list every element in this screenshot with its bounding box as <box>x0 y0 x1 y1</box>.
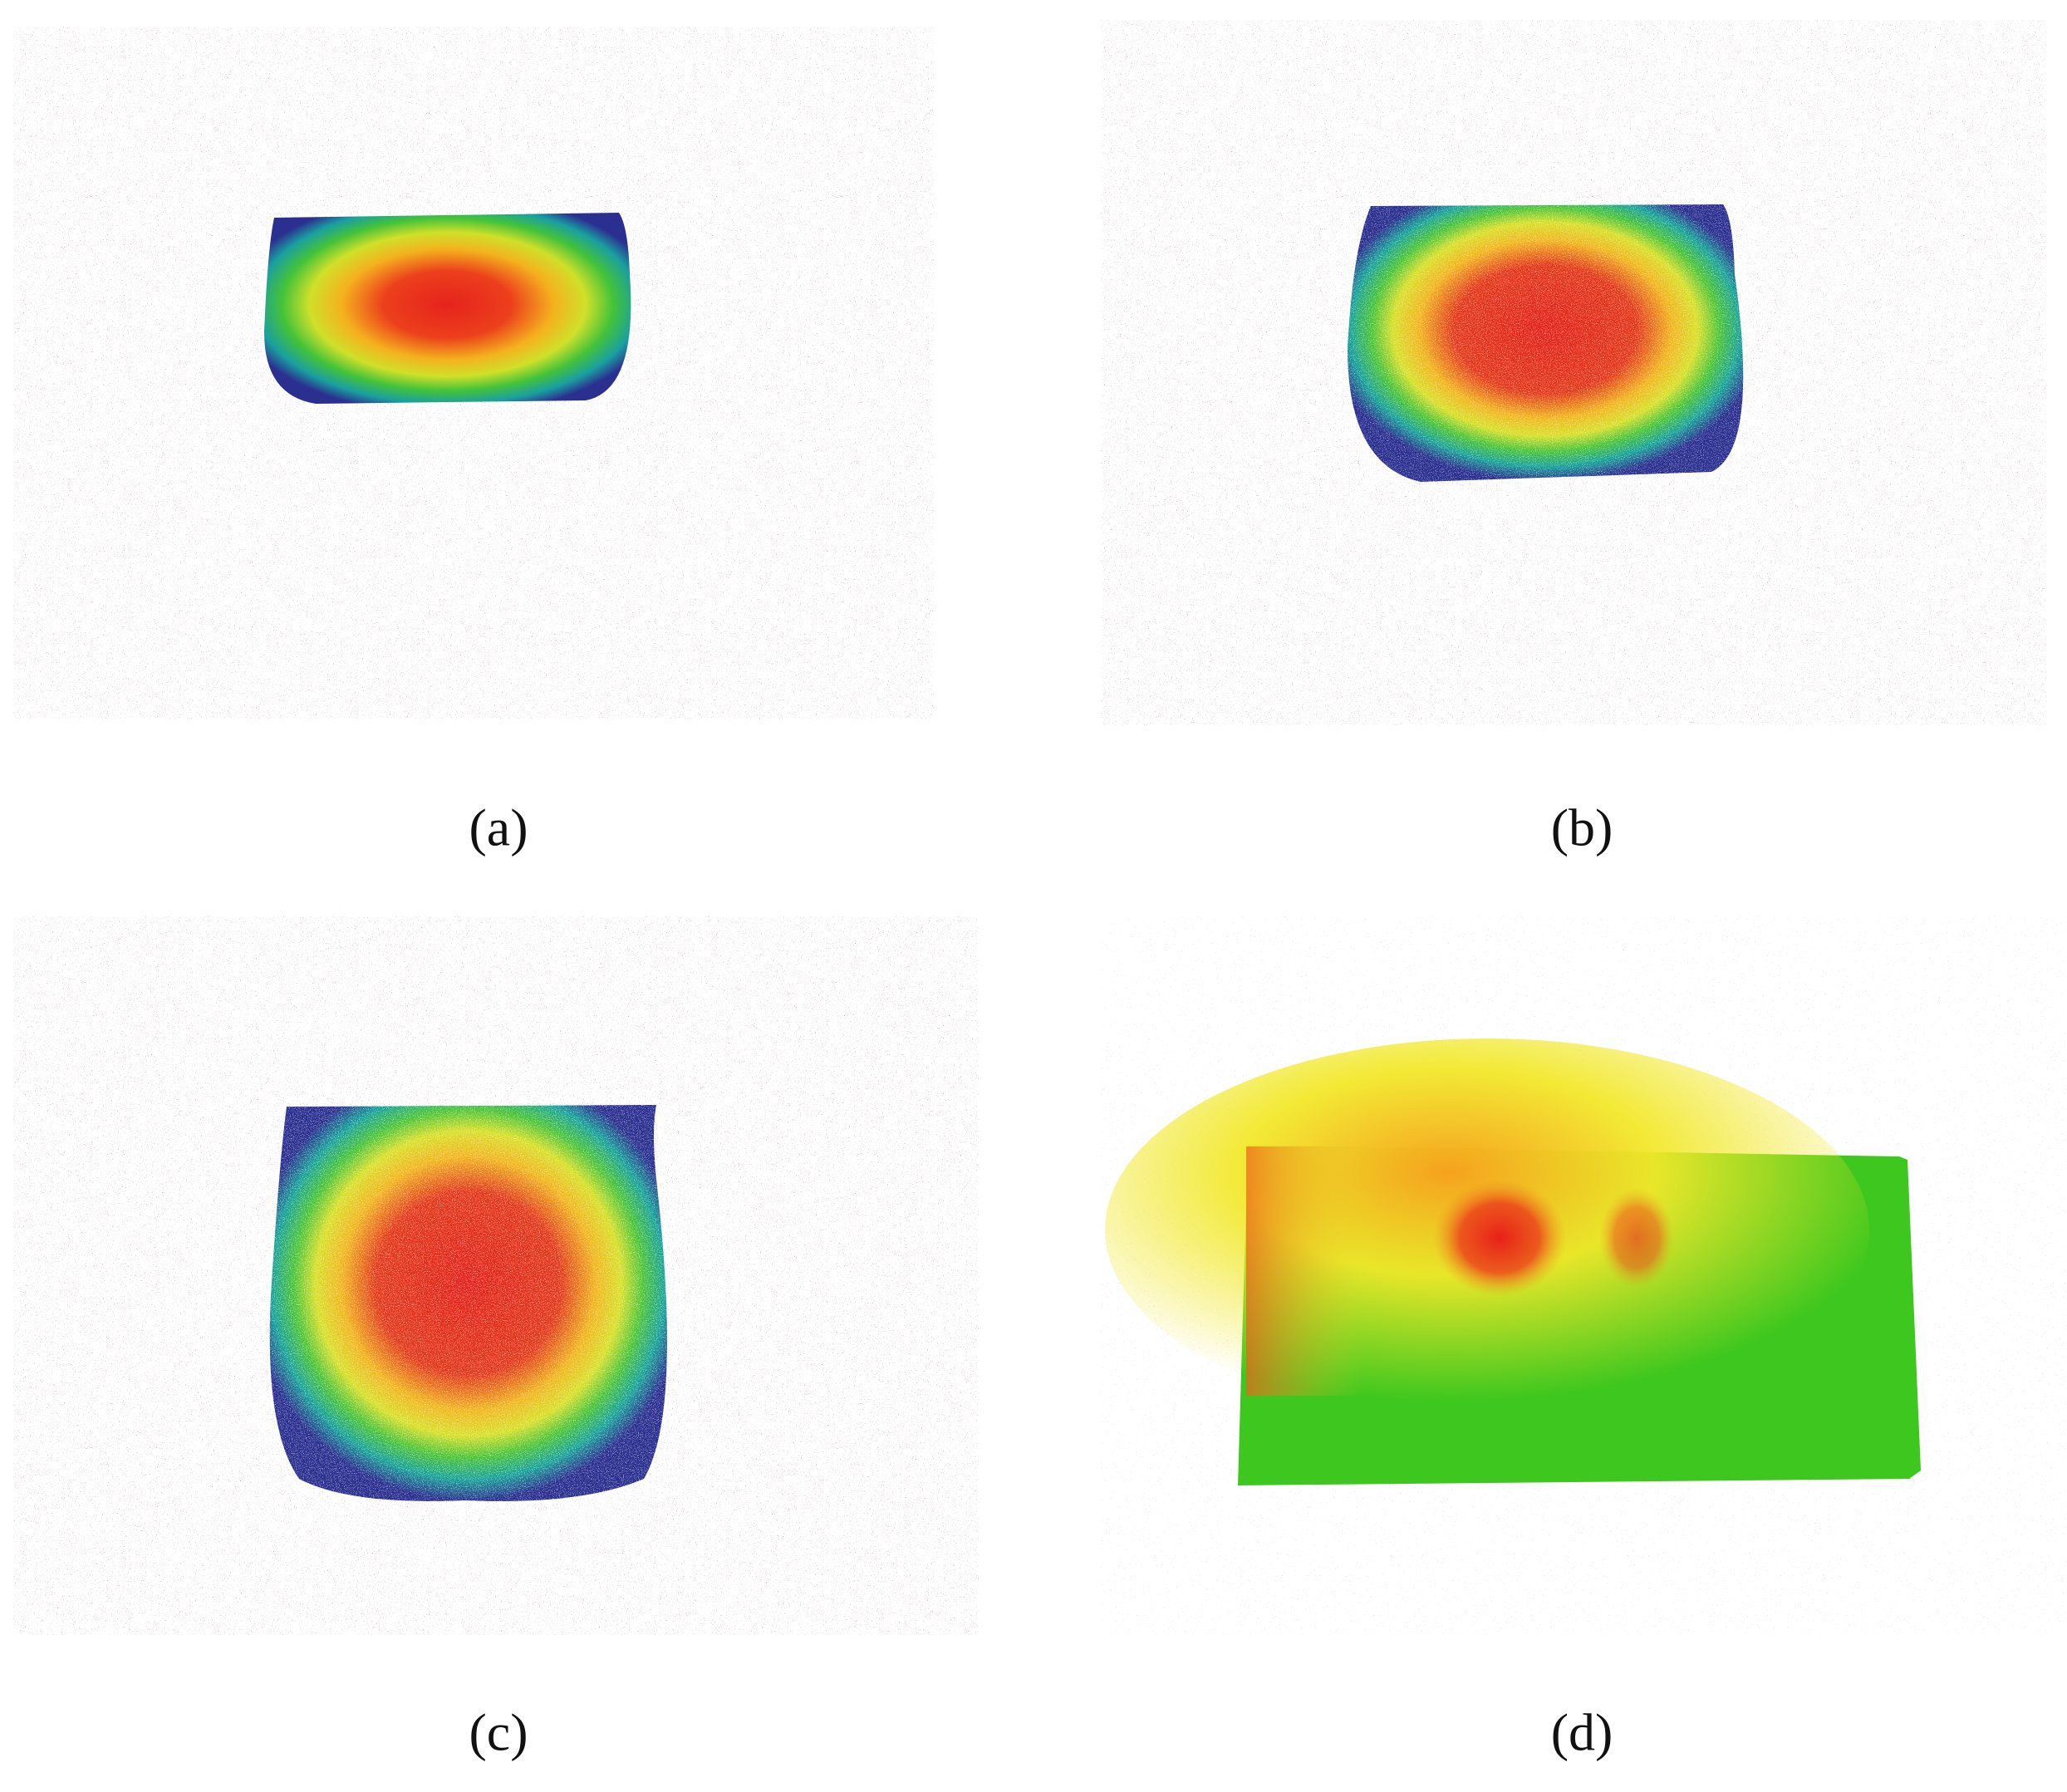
panel-label: (d) <box>1551 1703 1613 1762</box>
panel-label: (b) <box>1551 798 1613 857</box>
panel-label: (a) <box>469 798 528 857</box>
warm-edge <box>1246 1146 1362 1396</box>
speckle-overlay <box>1348 204 1744 482</box>
hot-spot <box>1433 1180 1566 1296</box>
panel-d <box>1101 916 2066 1635</box>
hot-spot <box>1599 1188 1674 1288</box>
panel-a <box>13 27 934 719</box>
speckle-overlay <box>269 1105 667 1501</box>
panel-b <box>1101 20 2046 725</box>
panel-c <box>13 916 979 1635</box>
heat-blob <box>264 213 631 404</box>
panel-label: (c) <box>469 1703 528 1762</box>
